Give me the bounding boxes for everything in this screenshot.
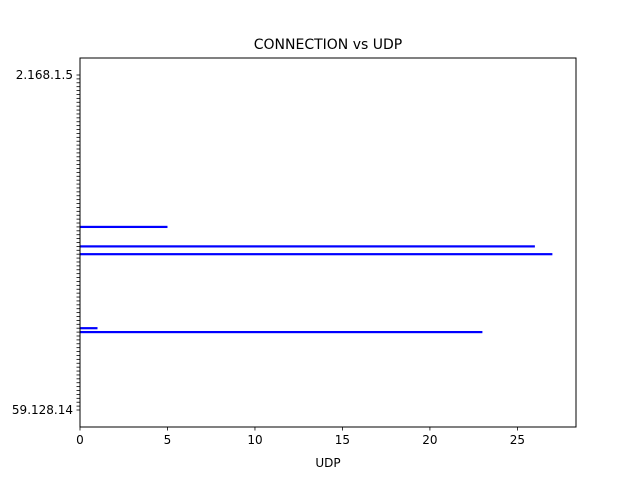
y-ticks-group: 59.128.14 2.168.1.5 — [12, 68, 80, 417]
bar — [80, 330, 483, 334]
x-tick-label: 25 — [510, 433, 525, 447]
x-tick-label: 15 — [335, 433, 350, 447]
x-tick-label: 10 — [247, 433, 262, 447]
chart-title: CONNECTION vs UDP — [254, 37, 402, 53]
x-tick-label: 5 — [164, 433, 172, 447]
y-tick-label: 2.168.1.5 — [16, 68, 73, 82]
x-ticks-group: 0 5 10 15 20 25 — [76, 427, 525, 447]
bar — [80, 245, 535, 248]
bars-group — [80, 225, 553, 334]
plot-frame — [79, 57, 577, 428]
x-tick-label: 20 — [422, 433, 437, 447]
y-tick-label: 59.128.14 — [12, 403, 73, 417]
x-tick-label: 0 — [76, 433, 84, 447]
bar — [80, 253, 553, 256]
x-axis-label: UDP — [315, 456, 340, 470]
bar — [80, 225, 168, 229]
bar — [80, 327, 98, 330]
